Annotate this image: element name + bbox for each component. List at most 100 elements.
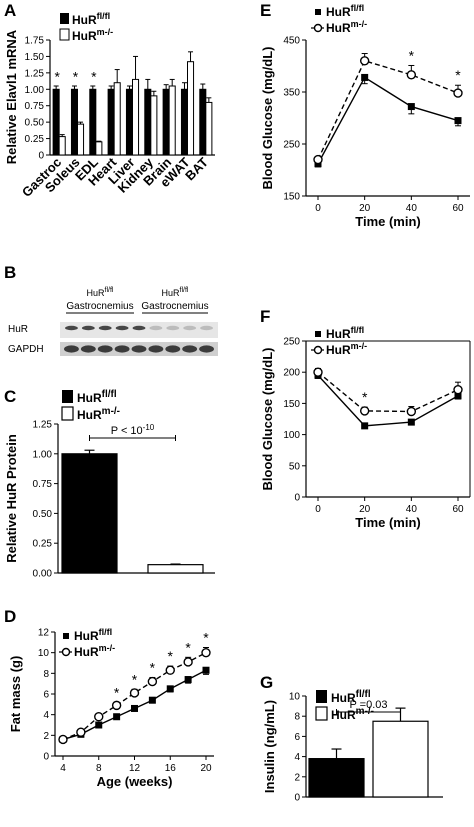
bar-flfl-kidney [144,88,152,156]
bar-ko-heart [113,82,121,156]
y-tick-label: 1.75 [25,36,45,47]
y-tick-label: 150 [283,192,300,203]
x-tick-label: 8 [96,763,102,774]
data-point-ko [359,56,370,66]
legend-swatch-flfl [60,13,69,24]
x-tick-label: 4 [60,763,66,774]
x-tick-label: 0 [315,203,321,214]
data-point-ko [183,657,193,667]
series-line-ko [317,371,459,413]
y-tick-label: 0 [43,752,49,763]
y-tick-label: 450 [283,36,300,47]
y-tick-label: 4 [43,710,49,721]
y-axis-title: Insulin (ng/mL) [262,700,277,793]
blot-band-hur [115,325,129,331]
legend-swatch-ko [59,28,70,41]
legend-label-ko-superscript: m-/- [97,27,114,37]
y-tick-label: 0.50 [25,118,45,129]
blot-band-hur [65,325,78,331]
chart-d: 0 2 4 6 8 10 12 4 8 12 16 20 Age (weeks) Fat mass (g)… [8,627,214,789]
legend-label-ko: HuRm-/- [77,406,120,422]
legend-label-flfl: HuRfl/fl [326,3,364,19]
data-point-flfl [184,676,192,684]
legend-label-ko-superscript: m-/- [102,406,120,417]
data-point-flfl [407,418,415,426]
legend-label-flfl: HuRfl/fl [331,689,371,705]
data-point-ko [129,688,140,698]
y-tick-label: 250 [283,140,300,151]
bar-ko-liver [132,78,140,156]
y-tick-label: 0.50 [33,509,53,520]
x-tick-label: 20 [359,203,371,214]
legend-marker-flfl [63,633,69,639]
legend-label-ko-superscript: m-/- [99,643,116,653]
bar-flfl-bat [199,88,207,156]
bar-ko-soleus [77,123,85,156]
bar-ko-brain [168,85,176,156]
significance-star: * [455,67,461,83]
data-point-ko [313,154,323,165]
legend-swatch-flfl [62,390,73,403]
y-tick-label: 8 [43,669,49,680]
bar-flfl [308,758,365,798]
bar-flfl-brain [162,88,170,156]
legend-label-ko-name: HuR [326,343,351,357]
y-tick-label: 6 [43,690,49,701]
legend-label-flfl-name: HuR [331,691,356,705]
data-point-flfl [361,73,369,81]
blot-band-hur [132,325,146,331]
blot-band-gapdh [182,345,198,353]
data-point-ko [58,734,68,745]
bar-ko-edl [95,141,103,156]
legend-label-ko: HuRm-/- [74,643,115,659]
legend-label-ko-name: HuR [77,408,102,422]
y-tick-label: 6 [294,732,300,743]
bar-ko [147,564,204,574]
legend-marker-ko [61,647,71,657]
bar-flfl-ewat [180,88,188,156]
y-tick-label: 1.00 [33,449,53,460]
blot-band-gapdh [131,345,147,353]
data-point-ko [147,676,158,687]
blot-group-header: HuRfl/fl [162,287,189,298]
legend-label-flfl-superscript: fl/fl [351,3,365,13]
blot-band-gapdh [165,345,181,353]
legend-label-ko-name: HuR [326,21,351,35]
significance-star: * [168,648,174,664]
chart-e: 150 250 350 450 0 20 40 60 Time (min) Blood Gluco… [260,3,470,229]
legend-label-flfl: HuRfl/fl [326,325,364,341]
data-point-ko [313,367,323,377]
significance-star: * [362,389,368,405]
y-tick-label: 200 [283,368,300,379]
y-tick-label: 100 [283,430,300,441]
y-tick-label: 0 [294,793,300,804]
y-tick-label: 0.00 [33,569,53,580]
series-line-ko [62,652,207,741]
data-point-ko [165,665,175,675]
y-tick-label: 150 [283,399,300,410]
blot-band-gapdh [148,345,164,353]
significance-star: * [203,630,209,646]
blot-band-gapdh [199,345,214,353]
y-tick-label: 0.75 [33,479,53,490]
y-tick-label: 0 [294,493,300,504]
legend-label-flfl-name: HuR [74,629,99,643]
significance-star: * [54,68,60,84]
y-tick-label: 50 [289,461,301,472]
blot-row-label-hur: HuR [8,324,28,335]
significance-star: * [73,68,79,84]
y-axis-title: Relative Elavl1 mRNA [4,29,19,164]
blot-band-hur [81,325,95,331]
y-tick-label: 1.50 [25,52,45,63]
legend-swatch-flfl [316,690,327,703]
blot-band-hur [98,325,112,331]
blot-band-gapdh [80,345,96,353]
significance-star: * [114,684,120,700]
pvalue-text: P =0.03 [349,699,387,711]
panel-label-a: A [4,1,16,20]
x-axis-title: Time (min) [355,515,421,530]
legend-label-flfl-superscript: fl/fl [356,689,371,700]
chart-a: 0 0.25 0.50 0.75 1.00 1.25 1.50 1.75 Relative El… [4,11,215,200]
pvalue-exponent: -10 [143,423,155,432]
